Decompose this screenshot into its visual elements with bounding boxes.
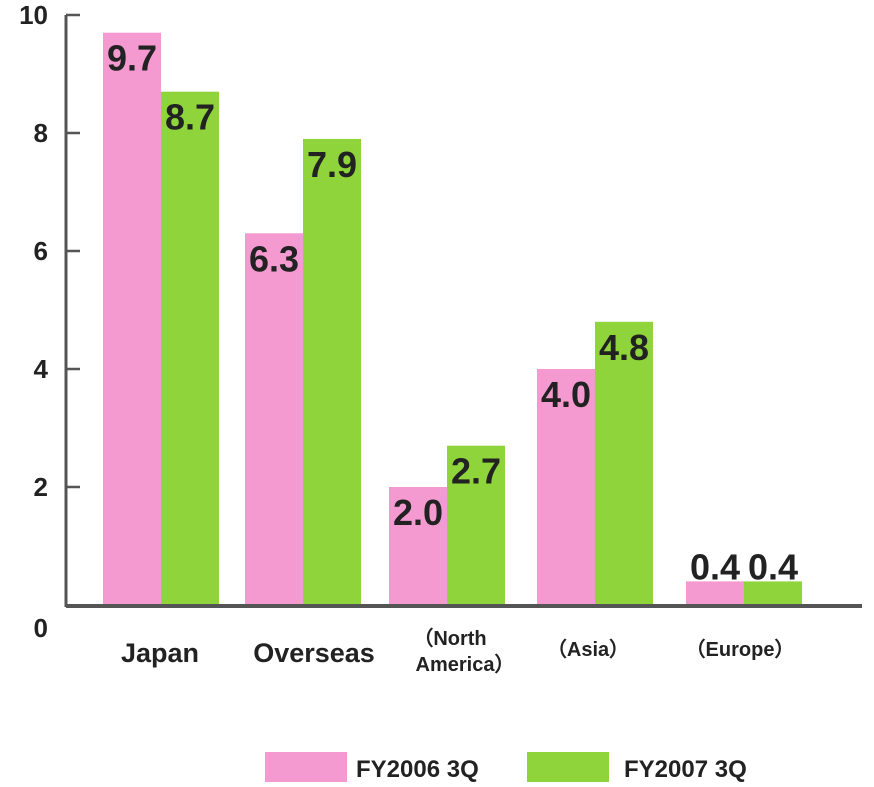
data-label: 2.7 bbox=[451, 451, 501, 492]
bar-fy2006-4 bbox=[686, 581, 744, 605]
bar-fy2007-1 bbox=[303, 138, 361, 605]
bars-layer bbox=[103, 32, 802, 606]
bar-fy2006-3 bbox=[537, 369, 595, 605]
legend: FY2006 3Q FY2007 3Q bbox=[265, 752, 747, 783]
data-label: 7.9 bbox=[307, 144, 357, 185]
y-tick-label: 2 bbox=[34, 472, 48, 502]
data-label: 2.0 bbox=[393, 492, 443, 533]
y-tick-label: 8 bbox=[34, 118, 48, 148]
data-label: 8.7 bbox=[165, 97, 215, 138]
data-label: 4.0 bbox=[541, 374, 591, 415]
y-tick-label: 0 bbox=[34, 613, 48, 643]
legend-swatch-fy2006 bbox=[265, 752, 347, 782]
bar-fy2007-0 bbox=[161, 91, 219, 605]
data-label: 6.3 bbox=[249, 238, 299, 279]
x-tick-label: （Europe） bbox=[686, 638, 795, 661]
legend-label-fy2006: FY2006 3Q bbox=[356, 756, 479, 782]
bar-fy2007-2 bbox=[447, 445, 505, 605]
legend-label-fy2007: FY2007 3Q bbox=[624, 756, 747, 782]
legend-swatch-fy2007 bbox=[527, 752, 609, 782]
bar-fy2006-0 bbox=[103, 32, 161, 605]
data-label: 4.8 bbox=[599, 327, 649, 368]
x-tick-label: Overseas bbox=[253, 638, 375, 668]
data-label: 9.7 bbox=[107, 38, 157, 79]
bar-fy2006-2 bbox=[389, 487, 447, 605]
x-tick-label: （North America） bbox=[413, 627, 514, 676]
data-label: 0.4 bbox=[748, 546, 798, 587]
bar-fy2006-1 bbox=[245, 233, 303, 606]
x-tick-label: Japan bbox=[121, 638, 199, 668]
x-tick-label: （Asia） bbox=[547, 638, 629, 661]
y-tick-label: 6 bbox=[34, 236, 48, 266]
data-label: 0.4 bbox=[690, 546, 740, 587]
bar-fy2007-3 bbox=[595, 321, 653, 605]
bar-fy2007-4 bbox=[744, 581, 802, 605]
data-labels-layer: 9.7 6.3 2.0 4.0 0.4 8.7 7.9 2.7 4.8 0.4 bbox=[107, 38, 798, 588]
axis-layer: 0 2 4 6 8 10 Japan Overseas （North America） （Asia）… bbox=[19, 0, 862, 676]
y-tick-label: 4 bbox=[34, 354, 49, 384]
y-tick-label: 10 bbox=[19, 0, 48, 30]
